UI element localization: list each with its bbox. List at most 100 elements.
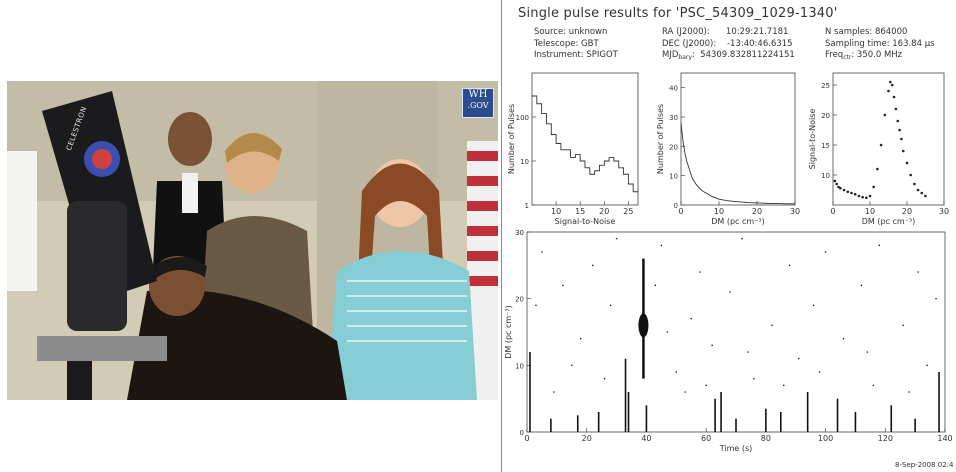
chart-2-point	[868, 194, 872, 198]
chart-2-point	[920, 191, 924, 195]
chart-3-noise-point	[541, 251, 543, 253]
chart-3-noise-point	[699, 271, 701, 273]
chart-3-noise-point	[926, 364, 928, 367]
chart-3-noise-point	[788, 264, 791, 267]
chart-3-noise-point	[747, 351, 749, 353]
chart-2-point	[857, 194, 861, 198]
chart-3-noise-point	[878, 244, 881, 247]
chart-2-point	[916, 188, 920, 192]
chart-3-ytick-label: 10	[515, 362, 524, 370]
chart-3-pulse-blob	[638, 313, 649, 338]
source-info: Source: unknown Telescope: GBT Instrumen…	[534, 27, 618, 62]
chart-3-xtick-label: 140	[937, 434, 952, 443]
chart-2-point	[898, 128, 901, 132]
chart-2-point	[909, 173, 912, 177]
chart-3-noise-point	[654, 284, 657, 287]
chart-2-point	[890, 83, 894, 87]
chart-3-noise-point	[797, 357, 800, 360]
chart-3-noise-point	[553, 391, 555, 393]
whitehouse-logo: WH .GOV	[462, 88, 494, 118]
chart-1-ytick-label: 10	[669, 173, 678, 181]
chart-0-ytick-label: 10	[520, 158, 529, 166]
chart-3-noise-point	[711, 344, 713, 347]
chart-0-ylabel: Number of Pulses	[507, 104, 516, 174]
chart-3-xlabel: Time (s)	[719, 444, 753, 453]
chart-3-noise-point	[771, 324, 773, 327]
chart-2-point	[850, 191, 853, 195]
freq-line: Freqctr: 350.0 MHz	[825, 50, 903, 61]
chart-2-point	[853, 192, 857, 196]
chart-3-xtick-label: 120	[878, 434, 893, 443]
chart-3-noise-point	[917, 271, 919, 273]
chart-3-ytick-label: 20	[515, 296, 524, 304]
chart-2-point	[876, 167, 879, 171]
chart-2-point	[896, 119, 900, 123]
chart-1-xtick-label: 20	[752, 207, 762, 216]
chart-3-noise-point	[902, 324, 904, 327]
chart-2-xtick-label: 10	[865, 207, 875, 216]
chart-0-xlabel: Signal-to-Noise	[555, 217, 616, 226]
chart-2-point	[872, 185, 875, 189]
chart-3-noise-point	[866, 351, 869, 353]
chart-2-point	[887, 89, 890, 93]
chart-2-point	[839, 186, 842, 190]
chart-1-ytick-label: 30	[669, 114, 678, 122]
instrument-line: Instrument: SPIGOT	[534, 50, 618, 60]
chart-2-ytick-label: 15	[821, 142, 830, 150]
chart-3-noise-point	[675, 371, 678, 373]
chart-1-ytick-label: 0	[674, 202, 678, 210]
chart-0-xtick-label: 20	[599, 207, 609, 216]
chart-3-noise-point	[591, 264, 594, 267]
single-pulse-results: Single pulse results for 'PSC_54309_1029…	[500, 0, 956, 472]
results-title: Single pulse results for 'PSC_54309_1029…	[518, 6, 838, 21]
sampling-line: Sampling time: 163.84 µs	[825, 38, 935, 49]
chart-3-xtick-label: 100	[818, 434, 833, 443]
chart-3-xtick-label: 0	[524, 434, 529, 443]
chart-2-xtick-label: 0	[830, 207, 835, 216]
sheet-edge	[501, 0, 502, 472]
chart-3-xtick-label: 60	[701, 434, 711, 443]
chart-3-noise-point	[690, 317, 693, 320]
chart-2-point	[846, 190, 850, 194]
chart-2-xlabel: DM (pc cm⁻³)	[862, 217, 916, 226]
chart-2-ytick-label: 20	[821, 112, 830, 120]
chart-2-point	[833, 179, 837, 183]
chart-2-point	[879, 143, 883, 147]
chart-2-point	[902, 149, 905, 153]
source-line: Source: unknown	[534, 27, 608, 37]
chart-3-xtick-label: 80	[761, 434, 771, 443]
date-stamp: 8-Sep-2008 02:4	[895, 461, 954, 469]
chart-3-noise-point	[705, 384, 707, 387]
chart-3-noise-point	[935, 297, 937, 300]
chart-3-noise-point	[872, 384, 875, 387]
photo-illustration	[7, 81, 498, 400]
chart-2-point	[894, 107, 898, 111]
dec-line: DEC (J2000): -13:40:46.6315	[662, 38, 793, 49]
mjd-line: MJDbary: 54309.832811224151	[662, 50, 795, 61]
chart-2-ylabel: Signal-to-Noise	[808, 109, 817, 170]
telescope-line: Telescope: GBT	[534, 38, 599, 49]
chart-1-frame	[680, 72, 796, 206]
chart-1-xtick-label: 10	[714, 207, 724, 216]
chart-1-xtick-label: 30	[790, 207, 800, 216]
chart-3-noise-point	[812, 304, 815, 307]
chart-3-xtick-label: 20	[582, 434, 592, 443]
chart-3-ytick-label: 0	[520, 429, 524, 437]
chart-0-frame	[531, 72, 639, 206]
ra-line: RA (J2000): 10:29:21.7181	[662, 27, 789, 37]
chart-3-noise-point	[609, 304, 612, 307]
chart-1-xlabel: DM (pc cm⁻³)	[711, 217, 765, 226]
chart-3-xtick-label: 40	[641, 434, 651, 443]
chart-3-noise-point	[860, 284, 863, 287]
chart-3-noise-point	[684, 391, 687, 393]
chart-3-noise-point	[570, 364, 573, 367]
chart-2-xtick-label: 30	[939, 207, 949, 216]
chart-0-xtick-label: 10	[551, 207, 561, 216]
chart-1-ytick-label: 20	[669, 143, 678, 151]
chart-2-xtick-label: 20	[902, 207, 912, 216]
chart-3-noise-point	[660, 244, 663, 247]
chart-0-ytick-label: 1	[525, 202, 529, 210]
chart-0-xtick-label: 25	[623, 207, 633, 216]
chart-2-ytick-label: 25	[821, 82, 830, 90]
chart-2-point	[889, 80, 892, 84]
